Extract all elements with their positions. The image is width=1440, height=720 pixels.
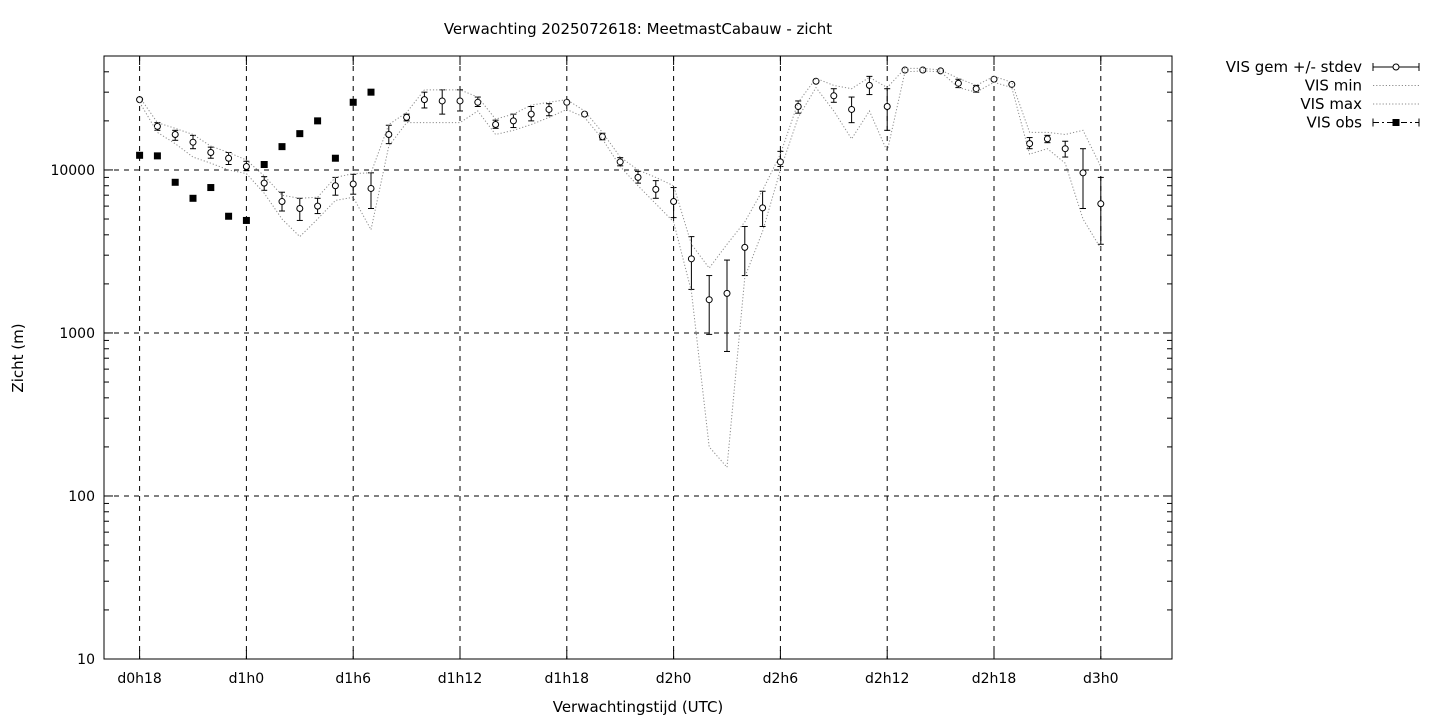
legend-label: VIS min — [1305, 77, 1362, 95]
data-point — [189, 138, 197, 146]
data-point — [687, 255, 695, 263]
obs-point — [171, 178, 179, 186]
data-point — [830, 92, 838, 100]
x-axis-label: Verwachtingstijd (UTC) — [553, 698, 724, 716]
data-point — [242, 162, 250, 170]
data-point — [759, 204, 767, 212]
data-point — [314, 202, 322, 210]
data-point — [1097, 200, 1105, 208]
data-point — [367, 184, 375, 192]
x-tick-label: d2h0 — [656, 671, 692, 687]
y-tick-label: 10000 — [50, 163, 95, 179]
x-tick-label: d3h0 — [1083, 671, 1119, 687]
obs-point — [136, 151, 144, 159]
data-point — [153, 122, 161, 130]
data-point — [883, 103, 891, 111]
data-point — [509, 117, 517, 125]
obs-point — [314, 117, 322, 125]
series-vis-min — [139, 70, 1102, 469]
series-line — [139, 70, 1102, 469]
x-tick-label: d1h18 — [545, 671, 589, 687]
data-point — [848, 105, 856, 113]
data-point — [563, 98, 571, 106]
data-point — [420, 96, 428, 104]
y-axis-label: Zicht (m) — [9, 323, 27, 392]
legend-label: VIS obs — [1307, 114, 1363, 132]
data-point — [296, 205, 304, 213]
data-point — [670, 198, 678, 206]
data-point — [634, 173, 642, 181]
data-point — [741, 243, 749, 251]
obs-point — [189, 194, 197, 202]
series-vis-gem-stdev — [136, 66, 1105, 352]
data-point — [438, 97, 446, 105]
obs-point — [260, 160, 268, 168]
data-point — [652, 185, 660, 193]
data-point — [1026, 140, 1034, 148]
legend-sample-marker — [1392, 119, 1400, 126]
data-point — [349, 180, 357, 188]
x-tick-label: d2h12 — [865, 671, 909, 687]
data-point — [1061, 145, 1069, 153]
data-point — [260, 179, 268, 187]
data-point — [972, 85, 980, 93]
data-point — [723, 289, 731, 297]
data-point — [456, 97, 464, 105]
data-series — [136, 66, 1105, 469]
x-tick-label: d1h6 — [335, 671, 371, 687]
data-point — [1079, 169, 1087, 177]
legend-label: VIS gem +/- stdev — [1226, 58, 1362, 76]
data-point — [331, 182, 339, 190]
y-tick-label: 1000 — [59, 326, 95, 342]
obs-point — [207, 184, 215, 192]
data-point — [812, 77, 820, 85]
data-point — [901, 66, 909, 74]
x-tick-label: d2h6 — [763, 671, 799, 687]
data-point — [403, 113, 411, 121]
chart-title: Verwachting 2025072618: MeetmastCabauw -… — [444, 20, 832, 38]
obs-point — [153, 152, 161, 160]
data-point — [1043, 135, 1051, 143]
data-point — [278, 198, 286, 206]
data-point — [598, 133, 606, 141]
data-point — [225, 154, 233, 162]
obs-point — [331, 154, 339, 162]
obs-point — [367, 88, 375, 96]
data-point — [171, 130, 179, 138]
data-point — [492, 121, 500, 129]
x-tick-label: d2h18 — [972, 671, 1016, 687]
data-point — [527, 110, 535, 118]
data-point — [545, 105, 553, 113]
obs-point — [242, 216, 250, 224]
series-vis-obs — [136, 88, 375, 224]
plot-frame — [103, 55, 1173, 660]
x-tick-label: d0h18 — [117, 671, 161, 687]
data-point — [919, 66, 927, 74]
legend-label: VIS max — [1300, 95, 1362, 113]
grid-lines — [104, 56, 1172, 659]
y-tick-label: 10 — [77, 652, 95, 668]
data-point — [385, 130, 393, 138]
data-point — [207, 148, 215, 156]
obs-point — [349, 98, 357, 106]
series-line — [139, 67, 1102, 269]
x-tick-label: d1h0 — [229, 671, 265, 687]
legend-sample-marker — [1392, 63, 1400, 71]
x-tick-label: d1h12 — [438, 671, 482, 687]
y-tick-label: 100 — [68, 489, 95, 505]
data-point — [865, 81, 873, 89]
data-point — [474, 98, 482, 106]
data-point — [954, 79, 962, 87]
axes: 10 100 1000 10000 d0h18 d1h0 d1h6 d1h12 d1h18 d2h… — [50, 56, 1172, 687]
data-point — [1008, 80, 1016, 88]
obs-point — [278, 143, 286, 151]
data-point — [776, 158, 784, 166]
series-vis-max — [139, 67, 1102, 269]
obs-point — [225, 212, 233, 220]
obs-point — [296, 130, 304, 138]
data-point — [705, 296, 713, 304]
